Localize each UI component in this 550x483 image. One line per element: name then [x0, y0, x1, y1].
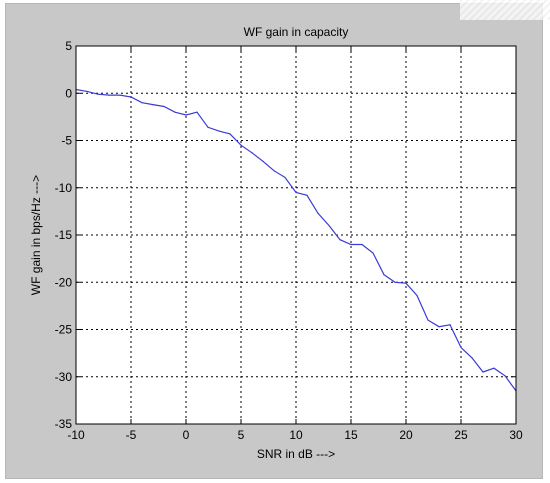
- series-point: [449, 324, 451, 326]
- x-tick-label: 15: [344, 428, 358, 442]
- series-point: [284, 176, 286, 178]
- series-point: [218, 130, 220, 132]
- series-point: [460, 346, 462, 349]
- series-point: [405, 282, 407, 284]
- y-tick-label: -25: [55, 323, 73, 337]
- y-axis-label: WF gain in bps/Hz --->: [29, 175, 43, 295]
- series-point: [493, 367, 495, 369]
- series-point: [438, 326, 440, 328]
- series-point: [86, 90, 88, 92]
- x-tick-label: 20: [399, 428, 413, 442]
- corner-decoration: [460, 0, 550, 20]
- series-point: [328, 224, 330, 227]
- tick-label-layer: -10 -5 0 5 10 15 20 25 30 5 0 -5 -10 -15 -20 -25 -30 -35: [55, 39, 523, 442]
- x-tick-label: 30: [509, 428, 523, 442]
- y-tick-label: -5: [61, 134, 72, 148]
- series-point: [174, 111, 176, 113]
- series-point: [97, 93, 99, 95]
- series-point: [273, 170, 275, 172]
- series-point: [108, 94, 110, 96]
- series-point: [262, 160, 264, 162]
- series-point: [141, 102, 143, 104]
- y-tick-label: -20: [55, 275, 73, 289]
- x-tick-label: 10: [289, 428, 303, 442]
- y-tick-label: 5: [65, 39, 72, 53]
- series-point: [152, 103, 154, 106]
- series-point: [471, 357, 473, 359]
- series-point: [130, 96, 132, 98]
- series-point: [229, 133, 231, 135]
- x-axis-label: SNR in dB --->: [257, 447, 335, 461]
- series-point: [416, 294, 418, 297]
- series-point: [383, 274, 385, 276]
- series-point: [295, 191, 297, 194]
- series-point: [196, 111, 198, 113]
- series-point: [504, 375, 506, 377]
- series-point: [361, 243, 363, 246]
- series-point: [251, 152, 253, 154]
- axes-frame: [75, 45, 517, 425]
- series-point: [339, 239, 341, 241]
- series-point: [240, 144, 242, 146]
- x-tick-label: -10: [67, 428, 85, 442]
- y-tick-label: -15: [55, 228, 73, 242]
- y-tick-label: -30: [55, 370, 73, 384]
- chart-title: WF gain in capacity: [244, 25, 349, 39]
- series-point: [372, 252, 374, 254]
- y-tick-label: -10: [55, 181, 73, 195]
- x-tick-label: 0: [183, 428, 190, 442]
- grid-layer: [76, 46, 516, 424]
- series-point: [119, 94, 121, 96]
- series-point: [207, 126, 209, 128]
- series-point: [394, 281, 396, 283]
- series-point: [185, 114, 187, 116]
- y-tick-label: -35: [55, 417, 73, 431]
- series-point: [317, 212, 319, 214]
- series-point: [163, 105, 165, 108]
- x-tick-label: 5: [238, 428, 245, 442]
- x-tick-label: 25: [454, 428, 468, 442]
- series-point: [306, 194, 308, 196]
- x-tick-label: -5: [126, 428, 137, 442]
- series-point: [427, 319, 429, 321]
- series-point: [482, 371, 484, 373]
- y-tick-label: 0: [65, 86, 72, 100]
- series-point: [350, 243, 352, 246]
